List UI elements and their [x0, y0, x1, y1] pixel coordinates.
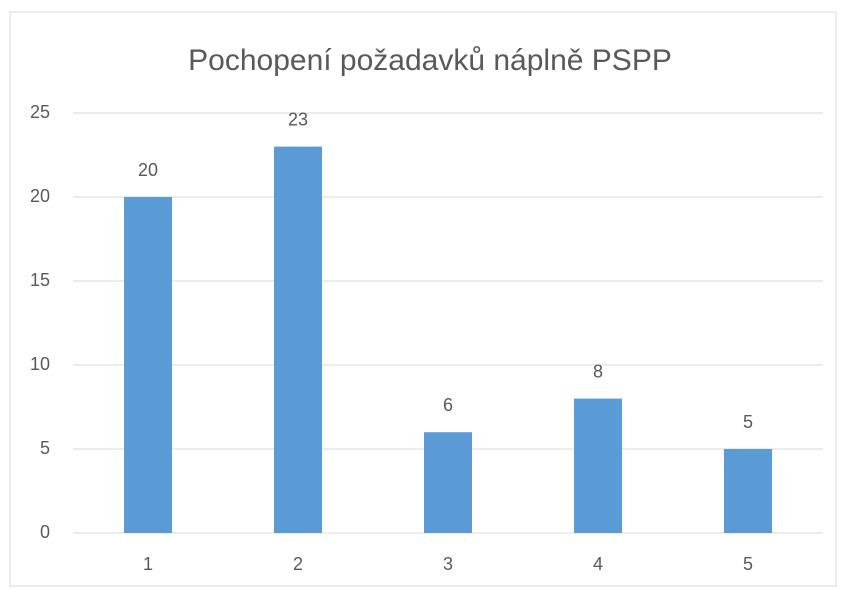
data-label: 23: [288, 109, 308, 129]
data-label: 8: [593, 361, 603, 381]
y-tick-label: 5: [40, 438, 50, 458]
y-tick-label: 15: [30, 270, 50, 290]
y-tick-label: 25: [30, 102, 50, 122]
y-tick-label: 20: [30, 186, 50, 206]
data-label: 5: [743, 412, 753, 432]
y-tick-label: 10: [30, 354, 50, 374]
x-tick-label: 2: [293, 554, 303, 574]
x-tick-label: 3: [443, 554, 453, 574]
x-tick-label: 4: [593, 554, 603, 574]
bar: [574, 398, 622, 533]
data-label: 6: [443, 395, 453, 415]
bar: [724, 449, 772, 533]
x-tick-label: 5: [743, 554, 753, 574]
bar: [274, 146, 322, 533]
y-tick-label: 0: [40, 522, 50, 542]
chart-title: Pochopení požadavků náplně PSPP: [188, 44, 672, 77]
x-tick-label: 1: [143, 554, 153, 574]
bar: [124, 197, 172, 533]
bar: [424, 432, 472, 533]
data-label: 20: [138, 160, 158, 180]
